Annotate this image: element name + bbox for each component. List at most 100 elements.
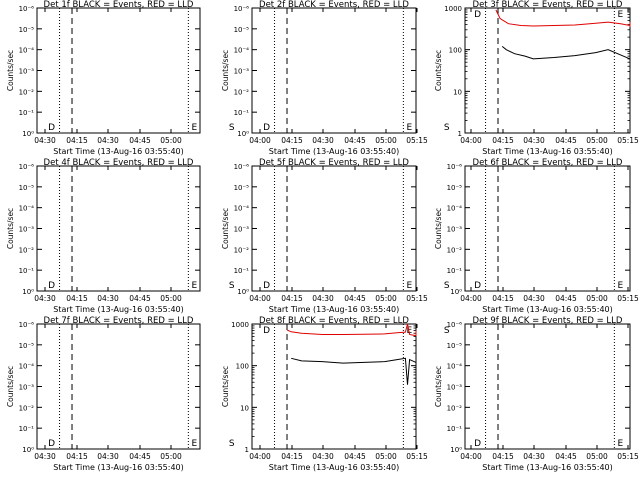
marker-label-d: D [263, 123, 270, 133]
panel-title: Det 3f BLACK = Events, RED = LLD [473, 0, 623, 10]
x-tick-label: 04:15 [492, 294, 514, 303]
y-tick-label: 10⁻⁵ [447, 184, 463, 192]
y-axis-label: Counts/sec [221, 366, 230, 407]
x-tick-label: 05:00 [160, 294, 182, 303]
x-axis-label: Start Time (13-Aug-16 03:55:40) [269, 305, 400, 314]
y-tick-label: 1000 [231, 321, 249, 329]
y-axis-label: Counts/sec [6, 366, 15, 407]
x-tick-label: 04:15 [66, 452, 88, 461]
y-axis-label: Counts/sec [6, 50, 15, 91]
y-tick-label: 10⁻² [19, 404, 35, 412]
y-tick-label: 10⁻¹ [447, 425, 463, 433]
panel-det-6: Det 6f BLACK = Events, RED = LLD 04:00 04:… [434, 158, 639, 314]
panel-det-3: Det 3f BLACK = Events, RED = LLD 04:00 04:… [434, 0, 639, 156]
x-tick-label: 04:45 [344, 294, 366, 303]
x-axis-label: Start Time (13-Aug-16 03:55:40) [269, 147, 400, 156]
x-tick-label: 04:30 [97, 452, 119, 461]
panel-title: Det 5f BLACK = Events, RED = LLD [259, 158, 409, 168]
y-tick-label: 10⁰ [450, 446, 462, 454]
x-tick-label: 04:15 [281, 294, 303, 303]
panel-det-8: Det 8f BLACK = Events, RED = LLD 04:00 04:… [221, 316, 450, 472]
panel-det-5: Det 5f BLACK = Events, RED = LLD 04:00 04:… [221, 158, 450, 314]
x-tick-label: 05:00 [160, 452, 182, 461]
y-tick-label: 1 [245, 446, 249, 454]
x-tick-label: 04:30 [523, 452, 545, 461]
y-tick-label: 10⁻⁴ [234, 205, 250, 213]
panel-title: Det 1f BLACK = Events, RED = LLD [44, 0, 194, 10]
x-axis-label: Start Time (13-Aug-16 03:55:40) [269, 463, 400, 472]
x-axis-label: Start Time (13-Aug-16 03:55:40) [482, 147, 613, 156]
marker-label-d: D [474, 10, 481, 20]
x-tick-label: 05:00 [375, 294, 397, 303]
y-tick-label: 10⁻⁵ [19, 26, 35, 34]
y-tick-label: 10⁻¹ [234, 109, 250, 117]
x-tick-label: 05:00 [586, 452, 608, 461]
y-axis-label: Counts/sec [221, 50, 230, 91]
x-tick-label: 04:45 [129, 136, 151, 145]
y-axis-label: Counts/sec [434, 208, 443, 249]
marker-label-e: E [191, 123, 197, 133]
y-tick-label: 10⁻⁵ [234, 184, 250, 192]
y-tick-label: 10⁻¹ [19, 109, 35, 117]
marker-label-d: D [48, 281, 55, 291]
series-events-line [501, 44, 631, 61]
x-tick-label: 05:00 [586, 136, 608, 145]
x-tick-label: 04:30 [34, 294, 56, 303]
x-tick-label: 04:45 [344, 452, 366, 461]
x-tick-label: 04:30 [523, 136, 545, 145]
y-tick-label: 10⁻² [447, 404, 463, 412]
y-tick-label: 10⁰ [237, 130, 249, 138]
marker-label-e: E [617, 281, 623, 291]
y-tick-label: 10⁻⁴ [447, 205, 463, 213]
y-tick-label: 10⁻⁶ [234, 163, 250, 171]
plot-frame [251, 165, 417, 292]
x-axis-label: Start Time (13-Aug-16 03:55:40) [53, 463, 184, 472]
y-tick-label: 10⁻³ [447, 384, 463, 392]
x-tick-label: 04:00 [249, 294, 271, 303]
y-tick-label: 10⁰ [22, 288, 34, 296]
marker-label-s: S [229, 281, 235, 291]
x-tick-label: 04:30 [312, 136, 334, 145]
panel-title: Det 7f BLACK = Events, RED = LLD [44, 316, 194, 326]
plot-frame [464, 323, 631, 450]
x-tick-label: 04:30 [312, 294, 334, 303]
y-tick-label: 10 [453, 88, 462, 96]
y-tick-label: 10⁻¹ [19, 267, 35, 275]
y-tick-label: 10⁻⁵ [19, 184, 35, 192]
x-tick-label: 04:00 [460, 452, 482, 461]
plot-frame [36, 165, 201, 292]
plot-frame [251, 323, 417, 450]
y-tick-label: 10⁻⁶ [447, 321, 463, 329]
x-tick-label: 04:15 [492, 136, 514, 145]
x-tick-label: 05:15 [406, 136, 428, 145]
y-axis-label: Counts/sec [434, 366, 443, 407]
y-tick-label: 10 [240, 404, 249, 412]
y-tick-label: 10⁰ [237, 288, 249, 296]
x-axis-label: Start Time (13-Aug-16 03:55:40) [482, 305, 613, 314]
marker-label-e: E [406, 281, 412, 291]
x-tick-label: 04:15 [281, 136, 303, 145]
y-tick-label: 10⁻⁴ [19, 47, 35, 55]
y-tick-label: 10⁻³ [19, 384, 35, 392]
y-tick-label: 10⁻⁴ [19, 205, 35, 213]
x-tick-label: 05:00 [586, 294, 608, 303]
y-axis-label: Counts/sec [221, 208, 230, 249]
y-axis-label: Counts/sec [434, 50, 443, 91]
x-tick-label: 05:00 [375, 136, 397, 145]
y-tick-label: 10⁻¹ [19, 425, 35, 433]
x-tick-label: 04:45 [555, 294, 577, 303]
series-lld-line [495, 9, 631, 27]
y-tick-label: 10⁰ [22, 130, 34, 138]
y-tick-label: 10⁻³ [447, 226, 463, 234]
marker-label-e: E [191, 439, 197, 449]
plot-frame [464, 165, 631, 292]
y-tick-label: 10⁻⁶ [234, 5, 250, 13]
marker-label-s: S [444, 281, 450, 291]
marker-label-d: D [48, 123, 55, 133]
x-tick-label: 04:45 [555, 452, 577, 461]
y-tick-label: 100 [449, 47, 462, 55]
x-tick-label: 05:15 [406, 294, 428, 303]
panel-det-9: Det 9f BLACK = Events, RED = LLD 04:00 04:… [434, 316, 639, 472]
x-tick-label: 05:15 [617, 294, 639, 303]
